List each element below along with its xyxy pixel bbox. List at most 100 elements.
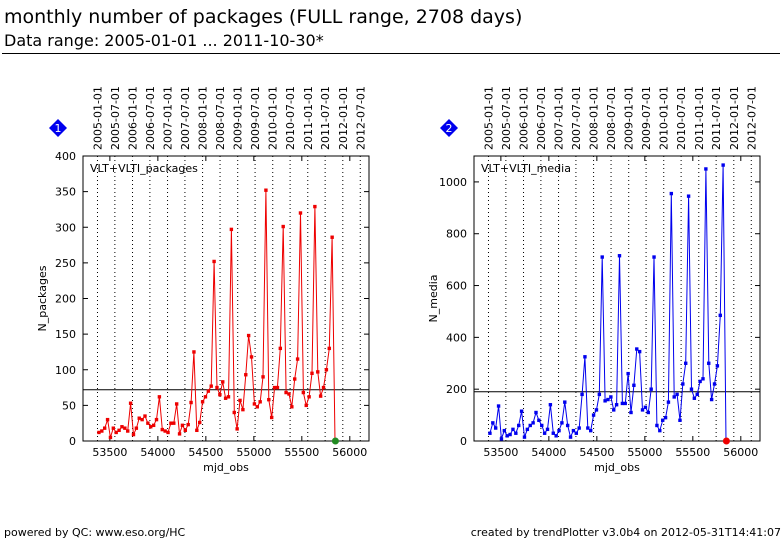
y-tick-label: 1000 [439,176,467,189]
data-point [174,402,179,406]
date-tick-label: 2007-07-01 [179,86,192,150]
data-point [577,426,581,430]
data-point [531,421,535,425]
y-tick-label: 800 [446,228,467,241]
chart-title: monthly number of packages (FULL range, … [4,6,523,28]
data-point [108,435,113,440]
date-tick-label: 2008-01-01 [588,86,601,150]
data-point [614,403,619,407]
data-point [712,382,717,386]
data-point [146,421,150,425]
y-tick-label: 0 [69,435,76,448]
data-point [249,355,254,359]
y-tick-label: 400 [446,331,467,344]
data-point [508,432,512,437]
data-point [316,370,320,374]
data-point [258,400,262,404]
data-point [117,428,121,433]
data-point [718,313,722,318]
data-point [568,435,573,439]
data-point [293,377,297,381]
x-tick-label: 56000 [723,446,758,459]
data-point [290,405,294,409]
data-point [635,347,639,351]
data-point [267,397,271,402]
data-point [120,425,124,429]
y-tick-label: 300 [55,221,76,234]
data-point [324,368,329,372]
date-tick-label: 2012-01-01 [728,86,741,150]
data-point [111,426,116,430]
data-point [186,422,190,427]
data-point [318,394,323,398]
y-tick-label: 350 [55,186,76,199]
panel-label: VLT+VLTI_packages [90,162,198,175]
data-point [244,373,248,377]
x-tick-label: 54500 [188,446,223,459]
data-point [154,417,159,422]
data-point [218,392,222,397]
data-point [499,437,504,441]
data-point [177,432,182,436]
data-point [565,423,570,428]
data-point [301,390,306,395]
data-point [203,395,208,399]
data-point [192,350,196,354]
data-point [493,426,498,430]
y-tick-label: 100 [55,364,76,377]
data-point [189,400,193,405]
data-point [278,346,283,351]
data-point [140,417,144,422]
data-point [675,392,679,397]
data-point [721,163,725,167]
data-point [287,392,291,396]
data-point [269,415,274,420]
data-point [652,255,656,259]
date-tick-label: 2006-01-01 [518,86,531,150]
data-point [589,428,593,433]
data-point [534,410,538,415]
data-point [511,427,515,432]
data-point [663,415,668,420]
y-tick-label: 150 [55,328,76,341]
data-point [554,434,558,438]
x-tick-label: 53500 [483,446,518,459]
date-tick-label: 2010-01-01 [267,86,280,150]
x-axis-label: mjd_obs [594,461,640,474]
data-point [591,413,596,417]
data-point [655,423,659,428]
date-tick-label: 2005-01-01 [91,86,104,150]
data-point [600,255,604,259]
data-point [695,392,699,397]
data-point [327,346,331,351]
data-point [637,349,642,354]
data-point [649,387,653,391]
date-tick-label: 2011-07-01 [319,86,332,150]
data-point [212,259,216,264]
data-point [238,398,242,403]
data-point [678,418,682,422]
data-point [163,429,167,433]
data-point [684,361,688,365]
x-tick-label: 54000 [531,446,566,459]
y-tick-label: 200 [446,383,467,396]
x-tick-label: 55000 [236,446,271,459]
data-point [574,431,579,435]
data-point [131,432,136,437]
data-point [298,211,303,215]
date-tick-label: 2006-07-01 [144,86,157,150]
data-point [525,427,530,432]
data-point [183,428,188,433]
data-point [114,430,118,435]
x-tick-label: 54500 [579,446,614,459]
y-tick-label: 50 [62,399,76,412]
data-point [643,405,648,410]
date-tick-label: 2008-07-01 [605,86,618,150]
data-point [514,431,518,435]
data-point [264,188,268,192]
data-point [128,401,133,405]
y-tick-label: 0 [460,435,467,448]
data-point [307,395,311,399]
end-marker [331,437,339,445]
data-point [551,431,555,435]
